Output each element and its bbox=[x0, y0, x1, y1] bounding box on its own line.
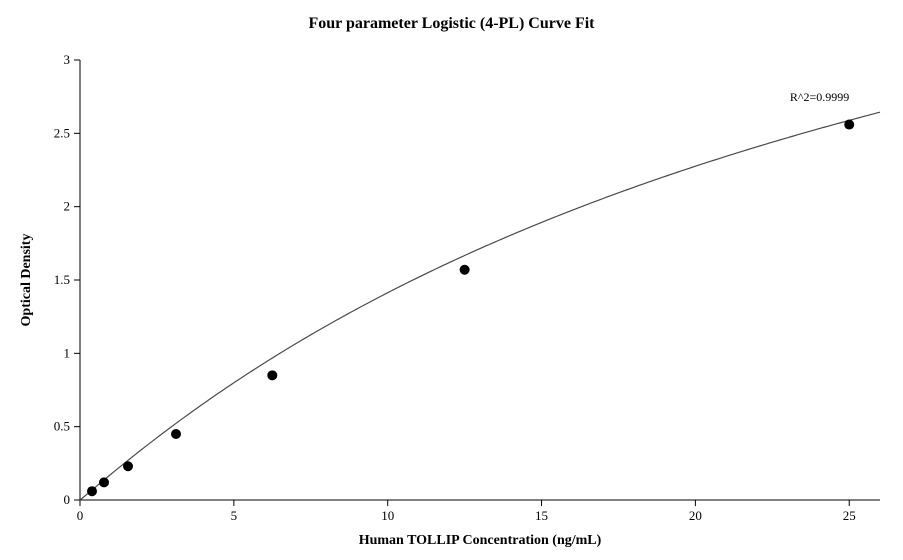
data-point bbox=[267, 370, 277, 380]
data-point bbox=[123, 461, 133, 471]
chart-svg: Four parameter Logistic (4-PL) Curve Fit… bbox=[0, 0, 903, 560]
y-tick-label: 2 bbox=[64, 199, 71, 214]
data-point bbox=[844, 120, 854, 130]
chart-container: Four parameter Logistic (4-PL) Curve Fit… bbox=[0, 0, 903, 560]
r-squared-annotation: R^2=0.9999 bbox=[790, 90, 849, 104]
data-point bbox=[87, 486, 97, 496]
y-tick-label: 0 bbox=[64, 492, 71, 507]
data-point bbox=[99, 477, 109, 487]
axis-frame bbox=[80, 60, 880, 500]
y-tick-label: 2.5 bbox=[54, 125, 70, 140]
data-point bbox=[171, 429, 181, 439]
fit-curve bbox=[80, 112, 880, 500]
y-tick-label: 3 bbox=[64, 52, 71, 67]
x-tick-label: 15 bbox=[535, 508, 548, 523]
y-axis-label: Optical Density bbox=[19, 234, 34, 327]
x-axis-label: Human TOLLIP Concentration (ng/mL) bbox=[359, 533, 602, 548]
x-tick-label: 0 bbox=[77, 508, 84, 523]
x-tick-label: 10 bbox=[381, 508, 394, 523]
chart-title: Four parameter Logistic (4-PL) Curve Fit bbox=[308, 15, 595, 32]
y-tick-label: 0.5 bbox=[54, 419, 70, 434]
x-tick-label: 5 bbox=[231, 508, 238, 523]
data-point bbox=[460, 265, 470, 275]
y-tick-label: 1.5 bbox=[54, 272, 70, 287]
y-tick-label: 1 bbox=[64, 345, 71, 360]
x-tick-label: 20 bbox=[689, 508, 702, 523]
x-tick-label: 25 bbox=[843, 508, 856, 523]
